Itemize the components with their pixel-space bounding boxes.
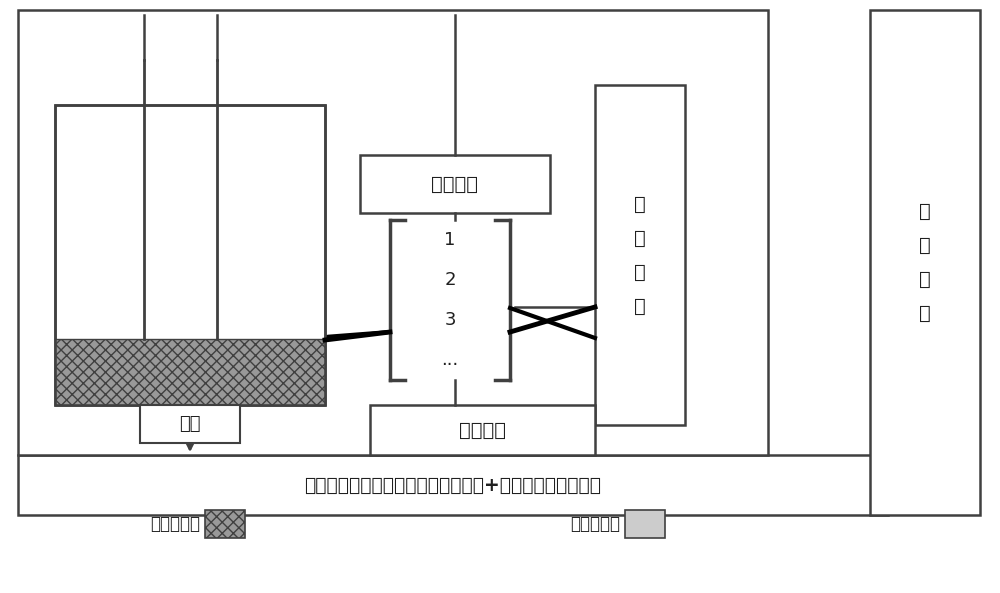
Bar	[870, 10, 980, 515]
Bar	[55, 105, 325, 285]
Bar	[625, 510, 665, 538]
Text: 分时控制: 分时控制	[432, 174, 479, 193]
Text: 3: 3	[444, 311, 456, 329]
Bar	[18, 455, 888, 515]
Text: 2: 2	[444, 271, 456, 289]
Bar	[18, 10, 768, 455]
Text: ...: ...	[441, 351, 459, 369]
Text: 1: 1	[444, 231, 456, 249]
Bar	[360, 155, 550, 213]
Text: 辅
助
电
极: 辅 助 电 极	[919, 202, 931, 323]
Bar	[370, 405, 595, 455]
Text: 参
比
电
极: 参 比 电 极	[634, 195, 646, 315]
Text: 电化学发光检测系统（电化学工作站+超微弱发光分析仪）: 电化学发光检测系统（电化学工作站+超微弱发光分析仪）	[304, 476, 602, 495]
Bar	[55, 105, 325, 405]
Bar	[205, 510, 245, 538]
Bar	[140, 405, 240, 443]
Bar	[595, 85, 685, 425]
Text: 光子: 光子	[179, 415, 201, 433]
Bar	[55, 339, 325, 405]
Text: 传感器阵列: 传感器阵列	[150, 515, 200, 533]
Text: 水溶液样品: 水溶液样品	[570, 515, 620, 533]
Bar	[55, 105, 325, 405]
Text: 工作电极: 工作电极	[459, 420, 506, 439]
